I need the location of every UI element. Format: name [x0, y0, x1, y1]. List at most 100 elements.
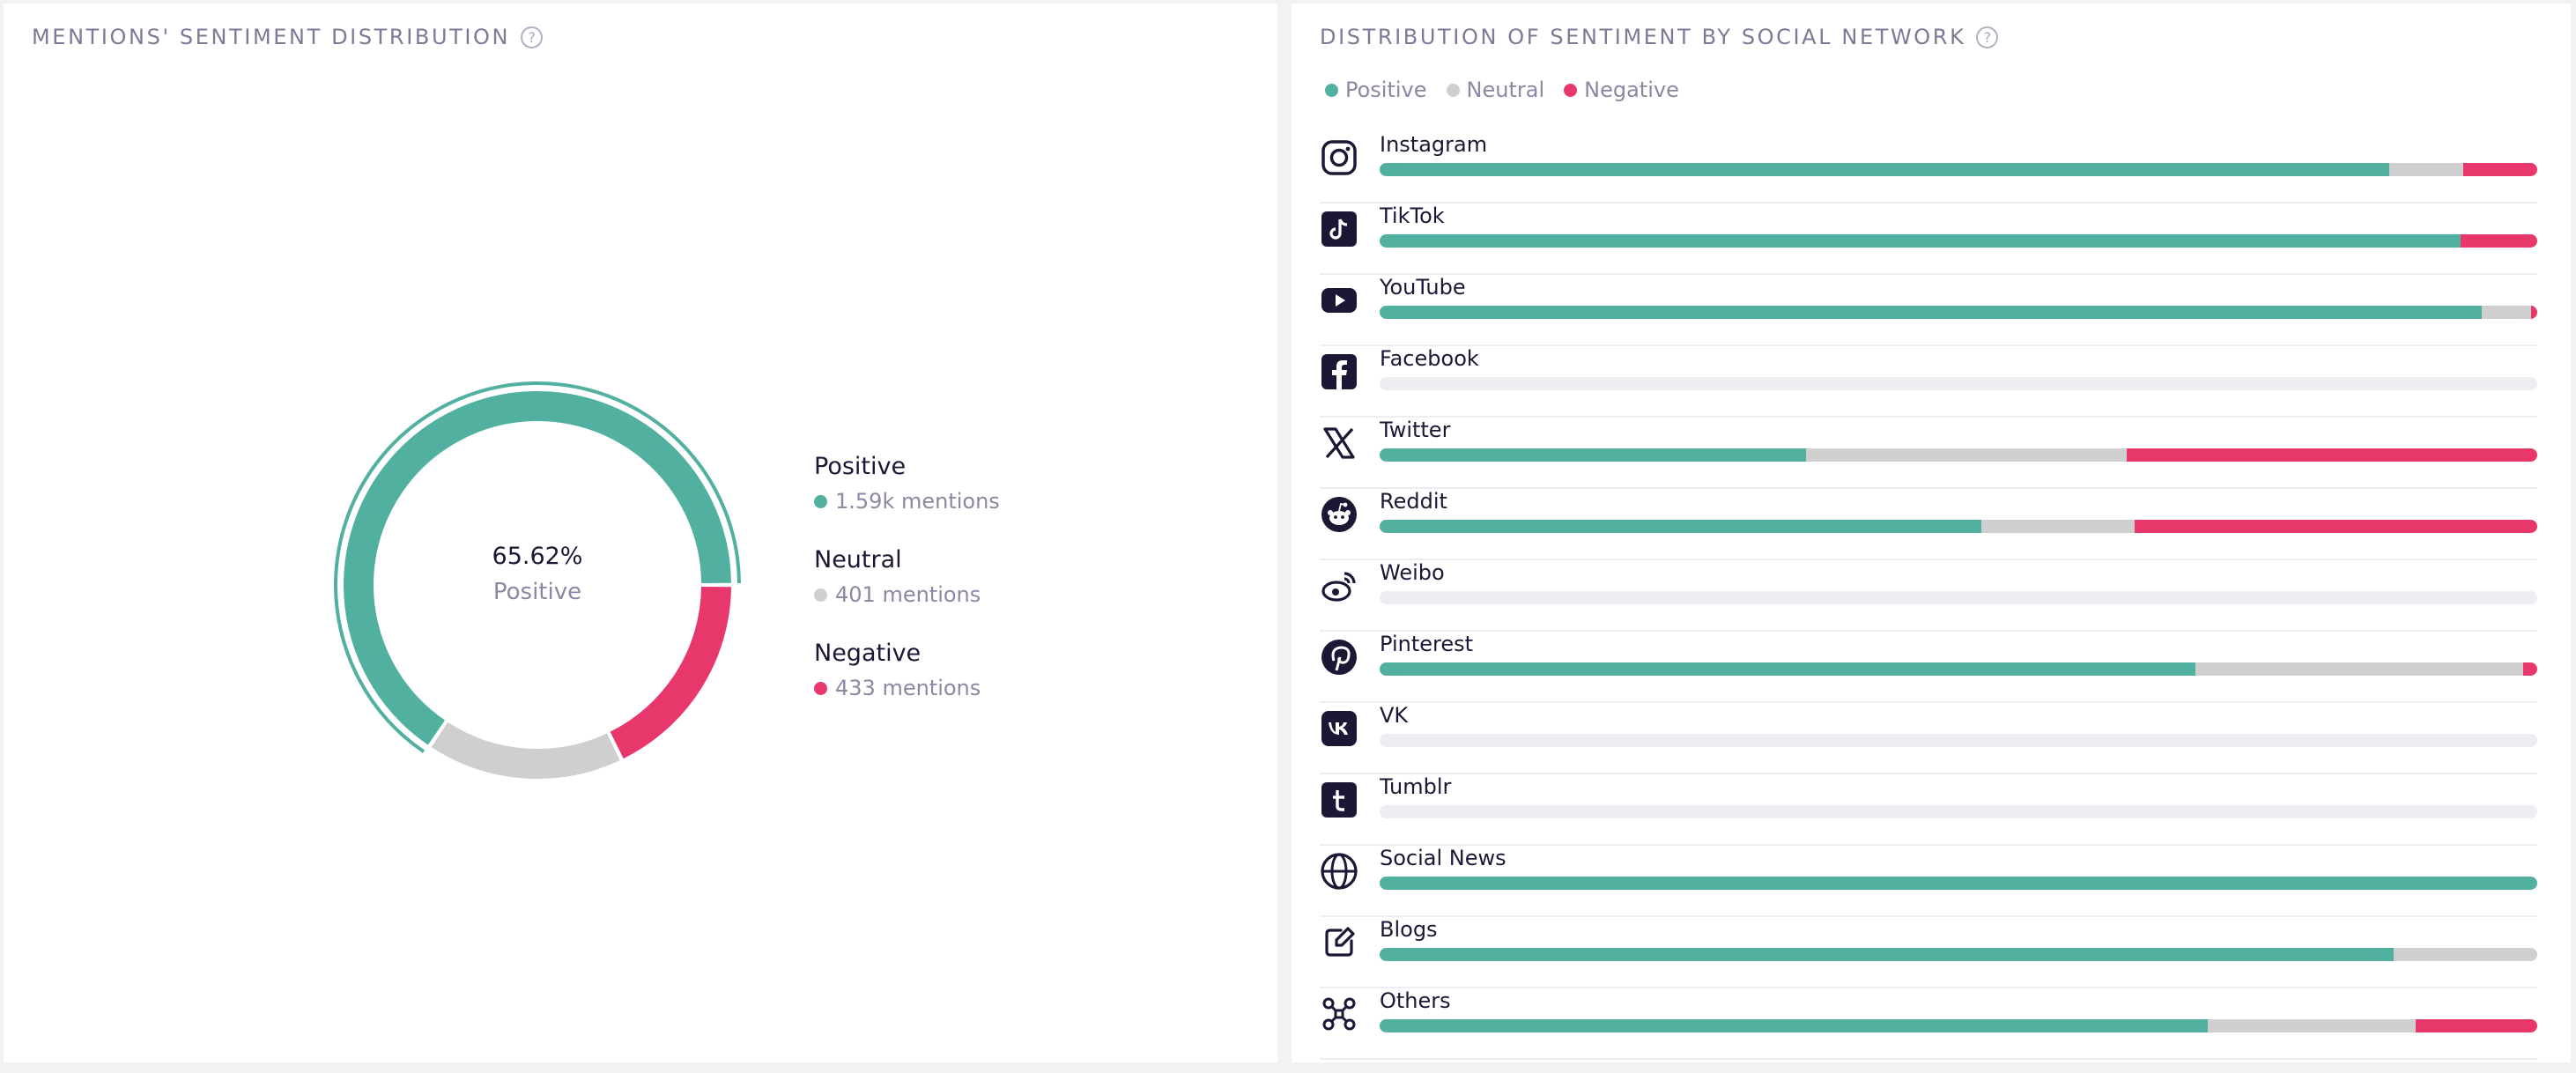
neutral-segment[interactable]	[1805, 448, 2127, 462]
network-row-youtube[interactable]: YouTube	[1320, 275, 2537, 346]
youtube-icon	[1320, 281, 1358, 320]
network-name: Social News	[1380, 846, 1506, 870]
positive-segment[interactable]	[1380, 306, 2482, 319]
sentiment-bar-instagram[interactable]	[1380, 163, 2537, 176]
legend-negative[interactable]: Negative 433 mentions	[814, 640, 981, 700]
sentiment-bar-others[interactable]	[1380, 1019, 2537, 1032]
negative-segment[interactable]	[2134, 520, 2537, 533]
sentiment-by-network-title-text: Distribution of sentiment by social netw…	[1320, 25, 1966, 49]
legend-neutral[interactable]: Neutral 401 mentions	[814, 546, 981, 607]
neutral-dot-icon	[814, 588, 827, 602]
donut-slice-neutral[interactable]	[431, 722, 620, 779]
globe-icon	[1320, 852, 1358, 891]
reddit-icon	[1320, 495, 1358, 534]
neutral-segment[interactable]	[2481, 306, 2532, 319]
legend-positive-count: 1.59k mentions	[835, 489, 1000, 514]
network-icon	[1320, 995, 1358, 1033]
sentiment-bar-pinterest[interactable]	[1380, 662, 2537, 676]
donut-highlight-ring	[334, 381, 741, 753]
sentiment-bar-youtube[interactable]	[1380, 306, 2537, 319]
donut-slice-negative[interactable]	[610, 586, 731, 759]
network-legend-positive[interactable]: Positive	[1325, 78, 1427, 102]
network-name: Blogs	[1380, 917, 1438, 942]
network-sentiment-list: Instagram TikTok YouTube Facebook Twitter Red…	[1320, 132, 2537, 1060]
network-legend-negative[interactable]: Negative	[1564, 78, 1679, 102]
negative-segment[interactable]	[2416, 1019, 2537, 1032]
donut-center-caption: Positive	[492, 579, 582, 605]
network-name: VK	[1380, 703, 1409, 728]
neutral-segment[interactable]	[2394, 948, 2537, 961]
network-row-reddit[interactable]: Reddit	[1320, 489, 2537, 560]
negative-segment[interactable]	[2462, 163, 2537, 176]
network-name: Reddit	[1380, 489, 1447, 514]
network-row-weibo[interactable]: Weibo	[1320, 560, 2537, 632]
tiktok-icon	[1320, 210, 1358, 248]
positive-segment[interactable]	[1380, 448, 1806, 462]
legend-neutral-count: 401 mentions	[835, 582, 981, 607]
network-name: TikTok	[1380, 204, 1445, 228]
sentiment-by-network-title: Distribution of sentiment by social netw…	[1320, 25, 1999, 49]
positive-segment[interactable]	[1380, 234, 2461, 248]
network-row-vk[interactable]: VK	[1320, 703, 2537, 774]
network-name: Twitter	[1380, 418, 1451, 442]
negative-dot-icon	[814, 681, 827, 695]
instagram-icon	[1320, 138, 1358, 177]
facebook-icon	[1320, 352, 1358, 391]
donut-center-label: 65.62% Positive	[361, 543, 714, 605]
neutral-segment[interactable]	[2207, 1019, 2417, 1032]
negative-segment[interactable]	[2461, 234, 2537, 248]
positive-segment[interactable]	[1380, 520, 1982, 533]
network-row-others[interactable]: Others	[1320, 988, 2537, 1060]
donut-center-value: 65.62%	[492, 543, 583, 570]
network-row-tumblr[interactable]: Tumblr	[1320, 774, 2537, 846]
neutral-segment[interactable]	[1981, 520, 2135, 533]
network-row-facebook[interactable]: Facebook	[1320, 346, 2537, 418]
network-legend-neutral[interactable]: Neutral	[1446, 78, 1544, 102]
legend-neutral-name: Neutral	[814, 546, 902, 574]
network-row-tiktok[interactable]: TikTok	[1320, 204, 2537, 275]
sentiment-bar-tumblr[interactable]	[1380, 805, 2537, 818]
legend-positive[interactable]: Positive 1.59k mentions	[814, 453, 1000, 514]
help-icon[interactable]: ?	[1976, 26, 1999, 48]
positive-segment[interactable]	[1380, 163, 2389, 176]
sentiment-bar-vk[interactable]	[1380, 734, 2537, 747]
network-name: Tumblr	[1380, 774, 1452, 799]
sentiment-bar-tiktok[interactable]	[1380, 234, 2537, 248]
donut-slice-positive[interactable]	[344, 391, 731, 745]
negative-segment[interactable]	[2531, 306, 2537, 319]
network-row-blogs[interactable]: Blogs	[1320, 917, 2537, 988]
network-row-twitter[interactable]: Twitter	[1320, 418, 2537, 489]
vk-icon	[1320, 709, 1358, 748]
network-name: YouTube	[1380, 275, 1466, 300]
positive-segment[interactable]	[1380, 877, 2537, 890]
sentiment-distribution-title-text: Mentions' sentiment distribution	[32, 25, 511, 49]
negative-segment[interactable]	[2523, 662, 2537, 676]
help-icon[interactable]: ?	[521, 26, 544, 48]
network-name: Others	[1380, 988, 1451, 1013]
network-name: Pinterest	[1380, 632, 1474, 656]
positive-segment[interactable]	[1380, 662, 2196, 676]
sentiment-donut-chart[interactable]	[317, 365, 758, 805]
network-row-social-news[interactable]: Social News	[1320, 846, 2537, 917]
positive-dot-icon	[814, 494, 827, 508]
sentiment-bar-twitter[interactable]	[1380, 448, 2537, 462]
x-twitter-icon	[1320, 424, 1358, 462]
sentiment-bar-reddit[interactable]	[1380, 520, 2537, 533]
tumblr-icon	[1320, 781, 1358, 819]
neutral-segment[interactable]	[2195, 662, 2524, 676]
network-row-instagram[interactable]: Instagram	[1320, 132, 2537, 204]
network-row-pinterest[interactable]: Pinterest	[1320, 632, 2537, 703]
negative-segment[interactable]	[2126, 448, 2537, 462]
sentiment-bar-social-news[interactable]	[1380, 877, 2537, 890]
sentiment-bar-weibo[interactable]	[1380, 591, 2537, 604]
sentiment-bar-facebook[interactable]	[1380, 377, 2537, 390]
sentiment-by-network-card: Distribution of sentiment by social netw…	[1292, 4, 2571, 1062]
positive-segment[interactable]	[1380, 1019, 2208, 1032]
network-legend: Positive Neutral Negative	[1325, 78, 1699, 102]
positive-segment[interactable]	[1380, 948, 2395, 961]
weibo-icon	[1320, 566, 1358, 605]
sentiment-bar-blogs[interactable]	[1380, 948, 2537, 961]
network-name: Facebook	[1380, 346, 1479, 371]
neutral-segment[interactable]	[2388, 163, 2463, 176]
legend-negative-name: Negative	[814, 640, 922, 667]
